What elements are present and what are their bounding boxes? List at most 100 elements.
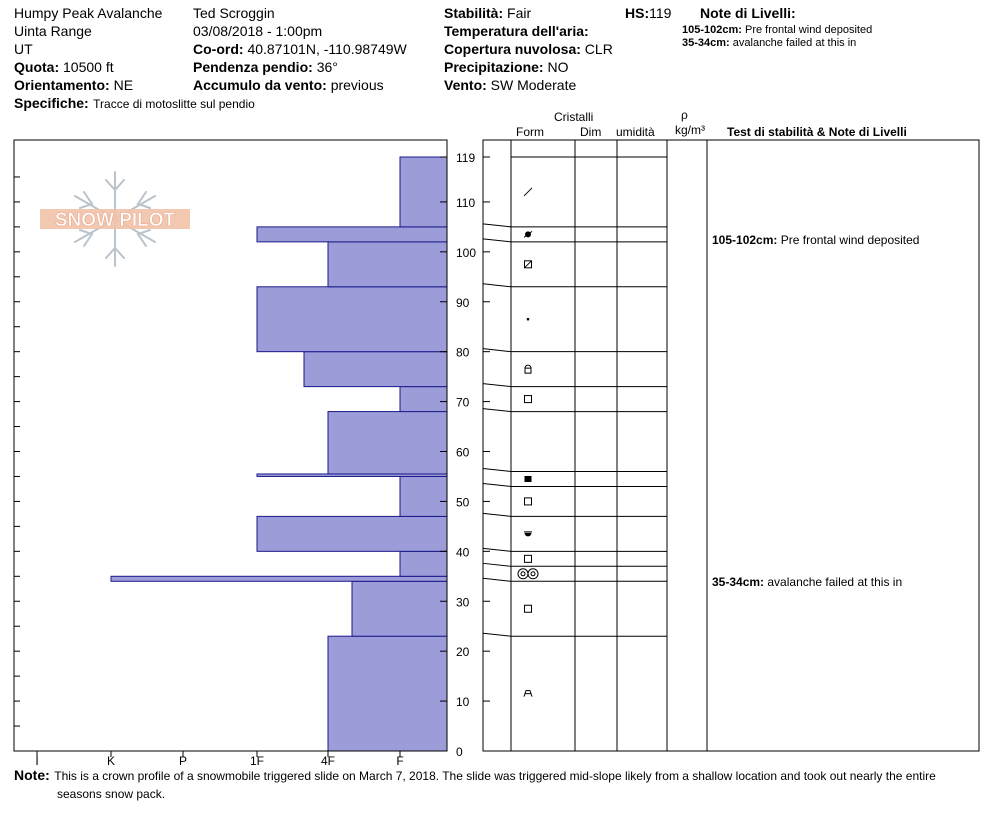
- logo-text: SNOW PILOT: [55, 210, 176, 231]
- coordinates: Co-ord: 40.87101N, -110.98749W: [193, 42, 407, 56]
- moisture-header: umidità: [616, 125, 655, 139]
- air-temp: Temperatura dell'aria:: [444, 24, 589, 38]
- hs-value: 119: [649, 5, 672, 21]
- wind-load-value: previous: [330, 77, 384, 93]
- stability: Stabilità: Fair: [444, 6, 531, 20]
- cloud-cover: Copertura nuvolosa: CLR: [444, 42, 613, 56]
- dim-header: Dim: [580, 125, 602, 139]
- precipitation: Precipitazione: NO: [444, 60, 568, 74]
- layer-note-text: avalanche failed at this in: [767, 575, 903, 589]
- faceted-rounded-icon: [524, 364, 532, 374]
- depth-connector: [482, 547, 512, 552]
- note-line-1: This is a crown profile of a snowmobile …: [54, 769, 936, 783]
- hardness-bar: [327, 411, 448, 475]
- depth-connector: [482, 348, 512, 353]
- stability-value: Fair: [507, 5, 532, 21]
- depth-hoar-icon: [523, 690, 533, 697]
- grain-symbols: [517, 187, 539, 697]
- depth-connector: [482, 512, 512, 517]
- wind-loading: Accumulo da vento: previous: [193, 78, 384, 92]
- slope-value: 36°: [316, 59, 338, 75]
- hs-label: HS:: [625, 5, 650, 21]
- depth-connector: [482, 238, 512, 243]
- layer-note-range: 35-34cm:: [682, 37, 730, 49]
- faceted-icon: [524, 395, 532, 404]
- depth-tick-label: 119: [456, 151, 475, 165]
- table-layer-note-1: 105-102cm: Pre frontal wind deposited: [712, 234, 919, 246]
- layer-note-2: 35-34cm: avalanche failed at this in: [682, 38, 856, 49]
- wind-value: SW Moderate: [490, 77, 577, 93]
- depth-tick-label: 40: [456, 545, 470, 559]
- hardness-bars: [110, 156, 448, 752]
- range-name: Uinta Range: [14, 23, 92, 39]
- layer-note-text: Pre frontal wind deposited: [780, 233, 920, 247]
- air-temp-label: Temperatura dell'aria:: [444, 23, 589, 39]
- stability-notes-header: Test di stabilità & Note di Livelli: [727, 125, 907, 139]
- depth-tick-label: 90: [456, 296, 470, 310]
- depth-connector: [482, 577, 512, 582]
- depth-tick-label: 50: [456, 495, 470, 509]
- wind: Vento: SW Moderate: [444, 78, 576, 92]
- hardness-tick-label: I: [35, 754, 38, 768]
- location-name: Humpy Peak Avalanche: [14, 5, 163, 21]
- small-dot-icon: [526, 317, 530, 321]
- hardness-axis: I K P 1F 4F F: [35, 751, 404, 768]
- faceted-icon: [524, 497, 532, 506]
- note-label: Note:: [14, 767, 50, 783]
- slope-label: Pendenza pendio:: [193, 59, 313, 75]
- hardness-bar: [256, 515, 448, 552]
- specifics-label: Specifiche:: [14, 95, 89, 111]
- elevation: Quota: 10500 ft: [14, 60, 114, 74]
- precip-value: NO: [547, 59, 569, 75]
- hardness-tick-label: 4F: [321, 754, 335, 768]
- hardness-tick-label: P: [179, 754, 187, 768]
- surface-hoar-icon: [517, 568, 539, 580]
- faceted-filled-icon: [524, 475, 532, 482]
- hardness-bar: [256, 226, 448, 243]
- depth-tick-label: 0: [456, 745, 463, 759]
- melt-freeze-icon: [523, 230, 533, 238]
- depth-tick-label: 10: [456, 695, 470, 709]
- depth-tick-label: 70: [456, 396, 470, 410]
- faceted-icon: [524, 604, 532, 613]
- layer-note-range: 105-102cm:: [712, 233, 778, 247]
- depth-connector: [482, 632, 512, 637]
- aspect-value: NE: [113, 77, 134, 93]
- table-layer-note-2: 35-34cm: avalanche failed at this in: [712, 576, 902, 588]
- layer-note-range: 105-102cm:: [682, 24, 742, 36]
- depth-tick-label: 110: [456, 196, 475, 210]
- depth-connector: [482, 408, 512, 413]
- hardness-bar: [327, 241, 448, 288]
- layer-note-range: 35-34cm:: [712, 575, 765, 589]
- slope-angle: Pendenza pendio: 36°: [193, 60, 338, 74]
- layer-note-1: 105-102cm: Pre frontal wind deposited: [682, 25, 872, 36]
- aspect-label: Orientamento:: [14, 77, 110, 93]
- coord-value: 40.87101N, -110.98749W: [247, 41, 407, 57]
- specifics: Specifiche: Tracce di motoslitte sul pen…: [14, 96, 255, 112]
- depth-tick-label: 20: [456, 645, 470, 659]
- crystals-header: Cristalli: [554, 110, 594, 124]
- layer-note-text: avalanche failed at this in: [732, 37, 857, 49]
- density-unit-header: kg/m³: [675, 123, 705, 137]
- precip-label: Precipitazione:: [444, 59, 544, 75]
- depth-tick-label: 60: [456, 446, 470, 460]
- depth-tick-label: 30: [456, 595, 470, 609]
- grain-table-frame: [482, 139, 980, 752]
- rho-header: ρ: [681, 108, 688, 122]
- depth-connector: [482, 482, 512, 487]
- depth-axis: 0 10 20 30 40 50 60 70 80 90 100 110 119: [440, 151, 490, 759]
- hardness-tick-label: F: [396, 754, 403, 768]
- specifics-value: Tracce di motoslitte sul pendio: [93, 97, 255, 111]
- note-line-2: seasons snow pack.: [57, 787, 166, 801]
- elevation-label: Quota:: [14, 59, 60, 75]
- layer-note-text: Pre frontal wind deposited: [745, 24, 873, 36]
- hardness-bar: [303, 351, 448, 388]
- hardness-bar: [399, 386, 448, 413]
- hardness-bar: [110, 575, 448, 582]
- elevation-value: 10500 ft: [63, 59, 114, 75]
- cloud-value: CLR: [584, 41, 613, 57]
- hardness-bar: [256, 286, 448, 353]
- grain-rows: [482, 223, 667, 637]
- depth-connector: [482, 223, 512, 228]
- stability-label: Stabilità:: [444, 5, 504, 21]
